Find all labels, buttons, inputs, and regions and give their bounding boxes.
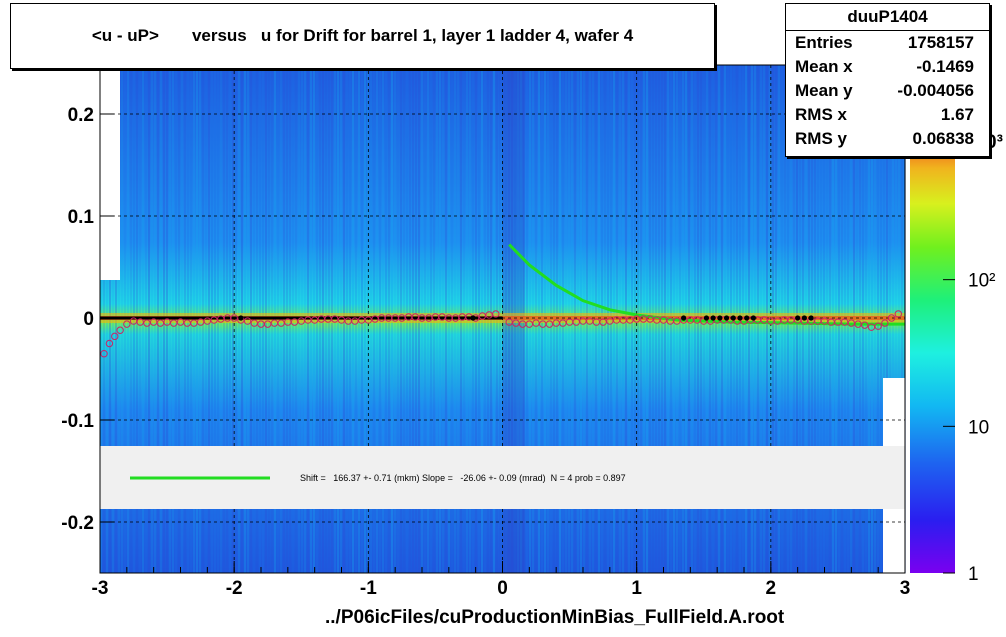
profile-point [887, 314, 896, 322]
stats-row-rms-x: RMS x 1.67 [786, 103, 989, 127]
fit-point [710, 315, 716, 321]
stats-row-mean-y: Mean y -0.004056 [786, 79, 989, 103]
color-scale-bar [910, 133, 955, 573]
fit-point [795, 315, 801, 321]
x-tick-label: -1 [360, 578, 377, 599]
fit-point [808, 315, 814, 321]
profile-point [243, 317, 252, 325]
left-empty-strip [100, 65, 120, 280]
x-tick-label: -2 [226, 578, 243, 599]
stats-value: -0.004056 [897, 81, 974, 100]
z-tick-label: 1 [968, 564, 979, 585]
chart-title-box: <u - uP> versus u for Drift for barrel 1… [10, 3, 715, 69]
stats-value: 1758157 [907, 33, 974, 52]
profile-point [874, 322, 882, 330]
x-tick-label: 2 [766, 578, 777, 599]
x-axis-title: ../P06icFiles/cuProductionMinBias_FullFi… [325, 607, 785, 628]
fit-point [703, 315, 710, 321]
stats-key: Mean x [795, 57, 853, 76]
y-tick-label: -0.1 [61, 411, 94, 432]
stats-row-entries: Entries 1758157 [786, 31, 989, 55]
x-tick-label: 0 [497, 578, 508, 599]
y-tick-label: 0.1 [68, 207, 95, 228]
fit-point [238, 315, 244, 321]
fit-point [750, 315, 756, 321]
profile-point [100, 350, 108, 358]
profile-point [105, 339, 114, 348]
stats-key: Mean y [795, 81, 853, 100]
profile-point [492, 310, 500, 318]
profile-point [861, 321, 869, 329]
stats-row-rms-y: RMS y 0.06838 [786, 127, 989, 151]
stats-key: Entries [795, 33, 853, 52]
fit-point [717, 315, 723, 321]
stats-row-mean-x: Mean x -0.1469 [786, 55, 989, 79]
stats-value: 1.67 [940, 105, 974, 124]
profile-point [894, 310, 902, 318]
y-tick-label: 0.2 [68, 105, 94, 126]
profile-point [881, 319, 889, 327]
stats-value: 0.06838 [912, 129, 974, 148]
z-top-label-fragment: 0³ [986, 132, 1003, 153]
profile-point [123, 320, 131, 328]
stats-key: RMS x [795, 105, 847, 124]
z-tick-label: 10² [968, 271, 995, 292]
fit-point [723, 315, 730, 321]
fit-point [737, 315, 743, 321]
profile-point [111, 332, 119, 341]
fit-legend-text: Shift = 166.37 +- 0.71 (mkm) Slope = -26… [300, 473, 626, 483]
fit-point [470, 315, 476, 321]
x-tick-label: 3 [900, 578, 911, 599]
profile-point [116, 326, 124, 334]
chart-title: <u - uP> versus u for Drift for barrel 1… [91, 26, 634, 45]
z-tick-label: 10 [968, 417, 989, 438]
profile-point [230, 314, 238, 322]
fit-point [744, 315, 750, 321]
x-tick-label: -3 [92, 578, 109, 599]
y-tick-label: 0 [83, 309, 94, 330]
stats-box: duuP1404 Entries 1758157 Mean x -0.1469 … [785, 3, 990, 157]
x-tick-label: 1 [631, 578, 642, 599]
fit-point [730, 315, 736, 321]
y-tick-label: -0.2 [61, 513, 94, 534]
fit-point [801, 315, 807, 321]
stats-value: -0.1469 [916, 57, 974, 76]
stats-histogram-name: duuP1404 [786, 4, 989, 31]
stats-key: RMS y [795, 129, 847, 148]
fit-point [681, 315, 687, 321]
